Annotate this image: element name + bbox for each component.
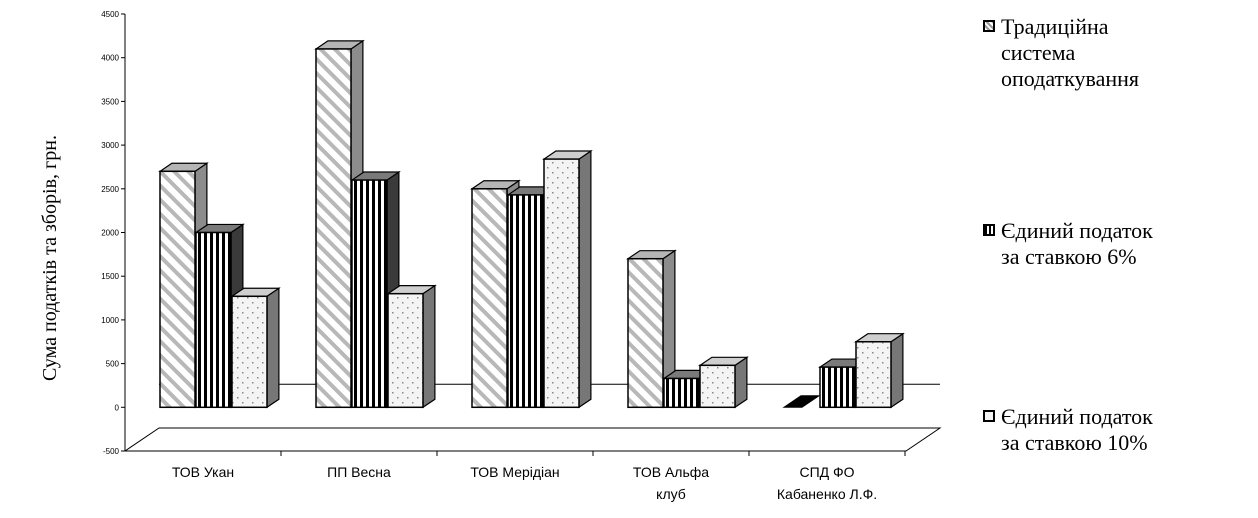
bar	[782, 395, 821, 408]
category-label: ПП Весна	[327, 464, 391, 480]
bar	[854, 332, 905, 409]
bar-front	[699, 364, 736, 409]
bar-front	[627, 257, 664, 409]
bar-front	[195, 231, 232, 409]
bar-front	[855, 341, 892, 409]
bar-front	[471, 188, 508, 409]
y-tick-label: 4000	[101, 54, 119, 63]
bar-front	[387, 292, 424, 409]
bar-side	[578, 149, 592, 409]
dotted-icon	[983, 410, 995, 422]
legend-item-single-tax-10: Єдиний податок за ставкою 10%	[983, 404, 1153, 456]
y-tick-label: 0	[115, 403, 120, 412]
y-tick-label: 2000	[101, 229, 119, 238]
bar-front	[819, 366, 856, 409]
y-tick-label: -500	[103, 447, 120, 456]
category-label: ТОВ Укан	[172, 464, 234, 480]
legend-label: Єдиний податок за ставкою 6%	[1001, 218, 1153, 269]
y-tick-label: 3000	[101, 141, 119, 150]
bar-side	[422, 284, 436, 409]
bar-front	[543, 158, 580, 409]
legend-label: Традиційна система оподаткування	[1001, 14, 1140, 91]
category-label: СПД ФО Кабаненко Л.Ф.	[777, 464, 877, 502]
bar-front	[351, 179, 388, 409]
bar	[698, 356, 749, 409]
bar-front	[231, 295, 268, 409]
y-tick-label: 1500	[101, 272, 119, 281]
y-tick-label: 2500	[101, 185, 119, 194]
legend-item-traditional: Традиційна система оподаткування	[983, 14, 1139, 92]
legend-label: Єдиний податок за ставкою 10%	[1001, 404, 1153, 455]
bar	[542, 149, 593, 409]
bar-front	[507, 194, 544, 409]
vertical-stripes-icon	[983, 224, 995, 236]
y-tick-label: 3500	[101, 97, 119, 106]
y-tick-label: 500	[106, 360, 120, 369]
bar-side	[890, 332, 904, 409]
y-tick-label: 4500	[101, 10, 119, 19]
bar	[626, 249, 677, 409]
floor-band	[123, 427, 942, 452]
category-label: ТОВ Альфа клуб	[633, 464, 709, 502]
bar-side	[266, 287, 280, 409]
diagonal-hatch-icon	[983, 20, 995, 32]
category-label: ТОВ Мерідіан	[470, 464, 559, 480]
bar-front	[315, 48, 352, 409]
y-tick-label: 1000	[101, 316, 119, 325]
bar-zero-marker	[782, 395, 821, 408]
bar	[386, 284, 437, 409]
bar	[230, 287, 281, 409]
legend-item-single-tax-6: Єдиний податок за ставкою 6%	[983, 218, 1153, 270]
bar-front	[159, 170, 196, 409]
bar-front	[663, 377, 700, 409]
y-axis-label: Сума податків та зборів, грн.	[39, 135, 61, 381]
